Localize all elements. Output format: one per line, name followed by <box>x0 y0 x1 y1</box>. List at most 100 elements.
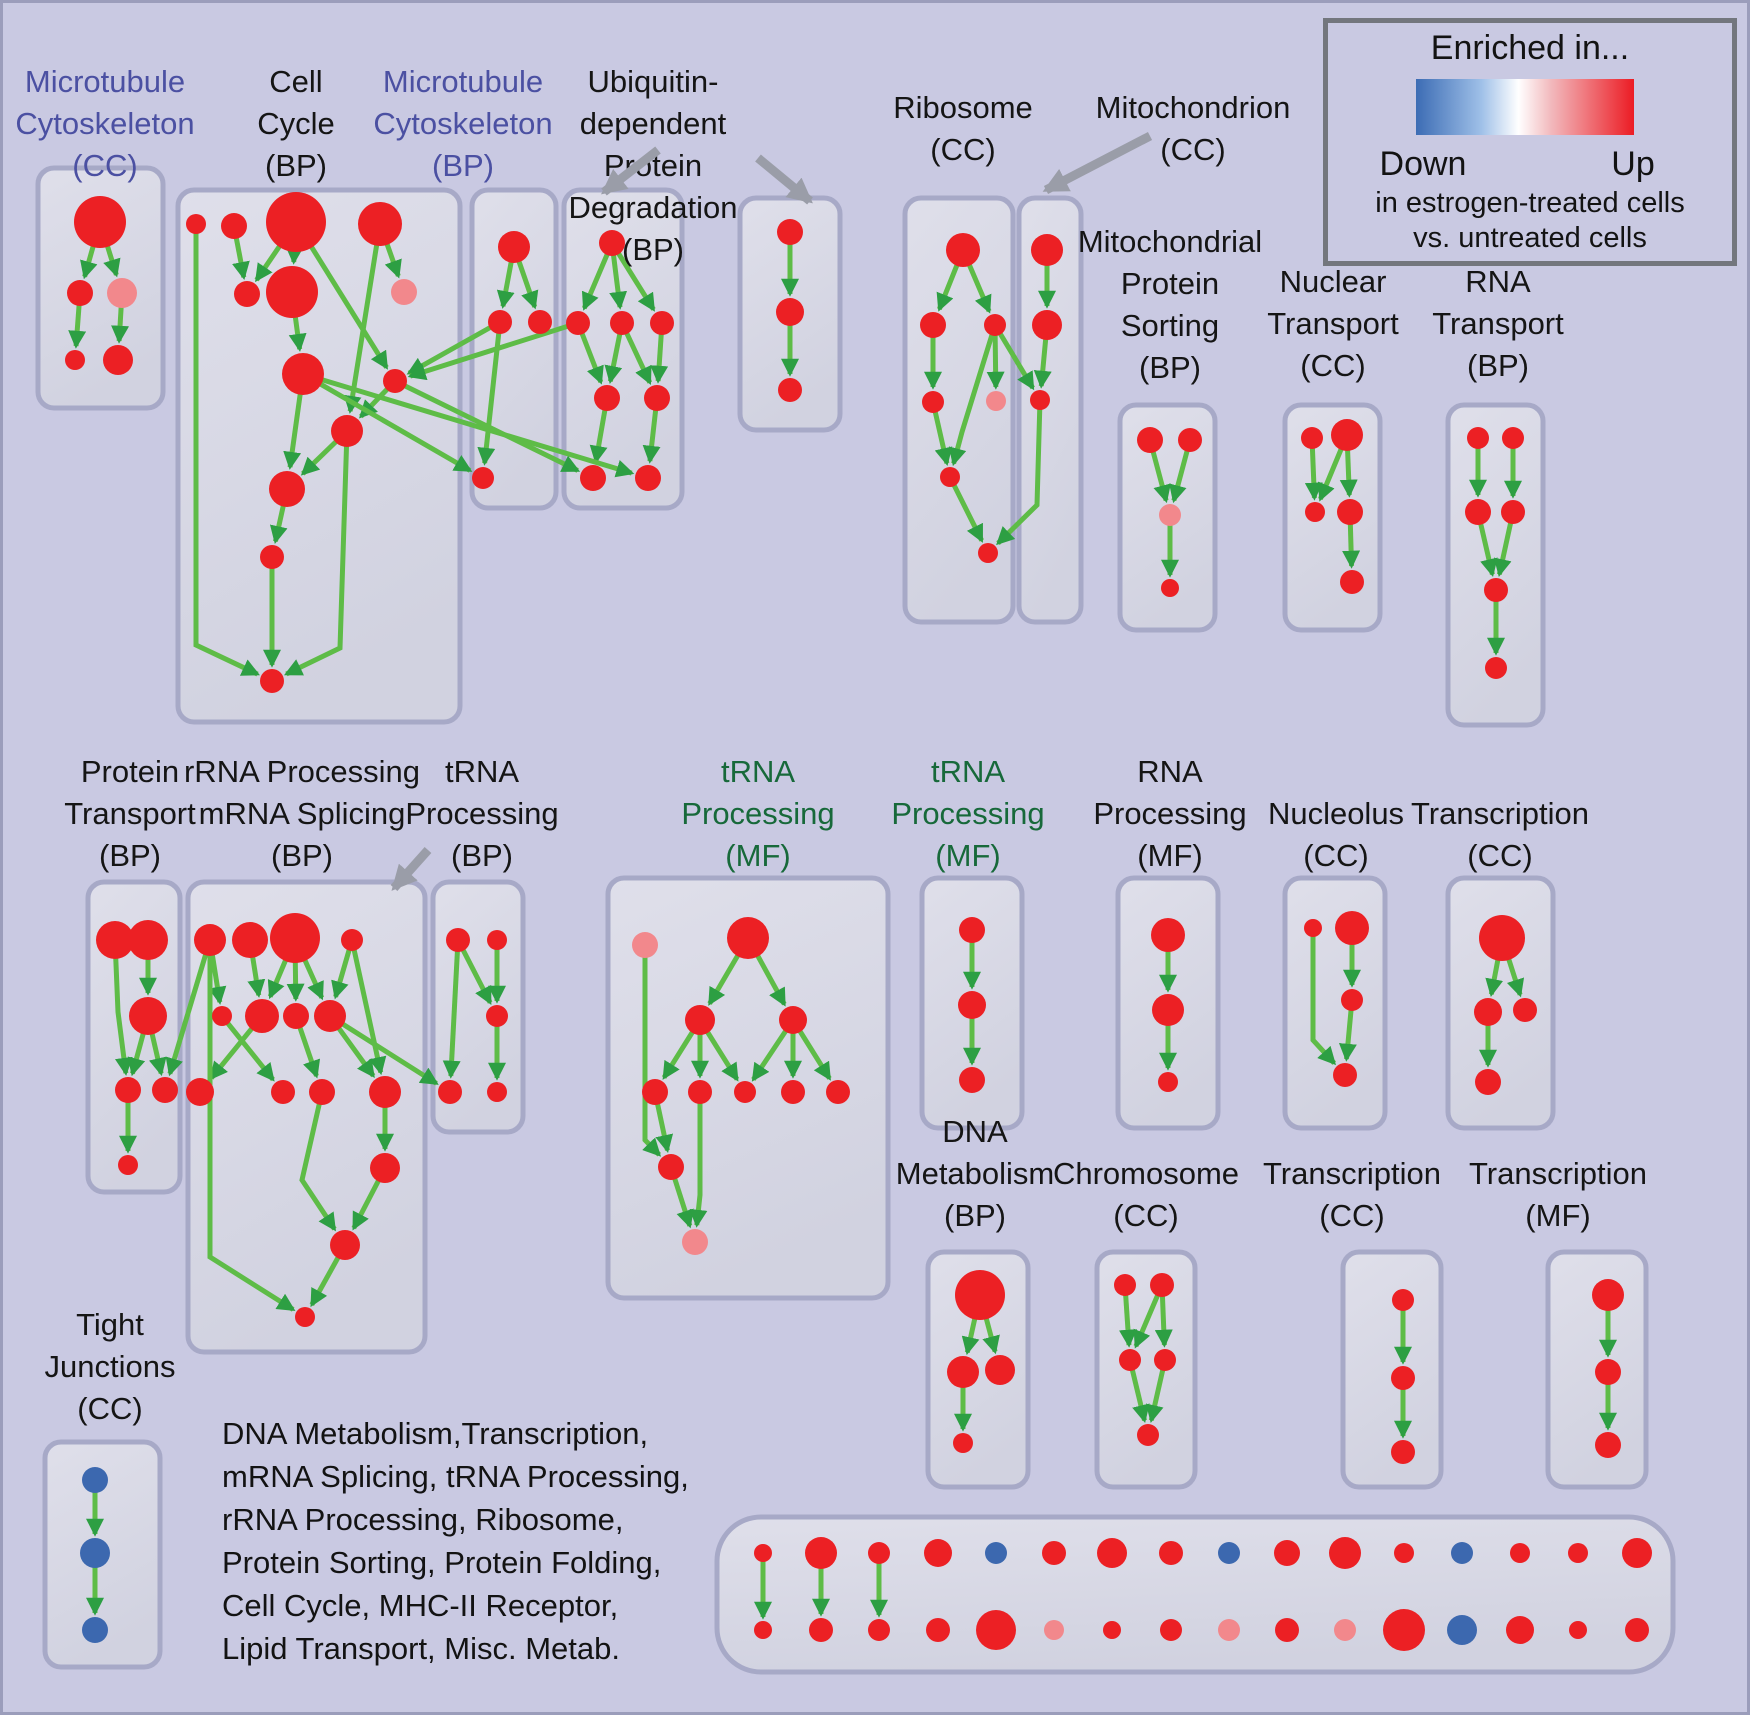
go-term-node <box>107 278 137 308</box>
go-term-node <box>1152 994 1184 1026</box>
go-term-node <box>369 1076 401 1108</box>
go-term-node <box>295 1307 315 1327</box>
go-term-node <box>1031 234 1063 266</box>
misc-text-line: mRNA Splicing, tRNA Processing, <box>222 1459 689 1494</box>
go-term-node <box>309 1079 335 1105</box>
go-term-node <box>953 1433 973 1453</box>
go-term-node <box>1335 911 1369 945</box>
label-pointer-arrow <box>755 154 813 205</box>
go-term-node <box>314 1000 346 1032</box>
go-category-box-mitochondrion <box>1016 195 1084 625</box>
go-term-node <box>926 1618 950 1642</box>
category-label-rna-transport-label: RNA Transport (BP) <box>1432 264 1564 383</box>
go-term-node <box>1501 500 1525 524</box>
legend-title: Enriched in... <box>1430 29 1630 67</box>
go-hierarchy-edge <box>947 475 984 543</box>
go-term-node <box>779 1006 807 1034</box>
go-term-node <box>330 1230 360 1260</box>
go-term-node <box>985 1542 1007 1564</box>
go-term-node <box>488 310 512 334</box>
go-term-node <box>128 920 168 960</box>
go-term-node <box>984 314 1006 336</box>
go-term-node <box>1479 915 1525 961</box>
go-term-node <box>1592 1279 1624 1311</box>
go-term-node <box>1625 1618 1649 1642</box>
go-term-node <box>194 924 226 956</box>
category-label-trna-bp-label: tRNA Processing (BP) <box>405 754 558 873</box>
go-term-node <box>599 230 625 256</box>
label-pointer-arrow <box>601 146 661 196</box>
go-term-node <box>1484 578 1508 602</box>
go-term-node <box>234 281 260 307</box>
label-pointer-arrow <box>390 846 432 892</box>
go-term-node <box>446 928 470 952</box>
category-label-mitochondrion-label: Mitochondrion (CC) <box>1096 90 1291 167</box>
go-term-node <box>118 1155 138 1175</box>
go-hierarchy-edge <box>407 320 579 381</box>
go-term-node <box>269 471 305 507</box>
category-label-chromosome-label: Chromosome (CC) <box>1053 1156 1239 1233</box>
go-term-node <box>947 1356 979 1388</box>
go-term-node <box>685 1005 715 1035</box>
go-term-node <box>976 1610 1016 1650</box>
category-label-microtubule-bp-label: Microtubule Cytoskeleton (BP) <box>373 64 552 183</box>
enrichment-gradient-bar <box>1416 79 1634 135</box>
category-label-transcription-cc-2-label: Transcription (CC) <box>1263 1156 1441 1233</box>
go-term-node <box>1151 918 1185 952</box>
go-hierarchy-edge <box>165 939 213 1077</box>
go-term-node <box>65 350 85 370</box>
misc-text-line: Cell Cycle, MHC-II Receptor, <box>222 1588 619 1623</box>
category-label-transcription-cc-1-label: Transcription (CC) <box>1411 796 1589 873</box>
go-term-node <box>1513 998 1537 1022</box>
go-term-node <box>566 311 590 335</box>
go-term-node <box>82 1617 108 1643</box>
go-term-node <box>1032 310 1062 340</box>
misc-text-line: Lipid Transport, Misc. Metab. <box>222 1631 620 1666</box>
go-term-node <box>644 385 670 411</box>
misc-categories-text: DNA Metabolism,Transcription, mRNA Splic… <box>222 1412 742 1670</box>
go-term-node <box>1622 1538 1652 1568</box>
go-term-node <box>1329 1537 1361 1569</box>
go-term-node <box>1333 1063 1357 1087</box>
go-term-node <box>920 312 946 338</box>
go-term-node <box>1097 1538 1127 1568</box>
go-term-node <box>1154 1349 1176 1371</box>
go-category-box-chromosome <box>1094 1249 1198 1490</box>
go-hierarchy-edge <box>207 940 296 1312</box>
category-label-mito-protein-sorting-label: Mitochondrial Protein Sorting (BP) <box>1078 224 1262 385</box>
go-term-node <box>868 1619 890 1641</box>
go-hierarchy-edge <box>283 430 350 677</box>
go-term-node <box>1383 1609 1425 1651</box>
go-term-node <box>1158 1072 1178 1092</box>
go-category-box-misc-panel <box>714 1514 1676 1675</box>
category-label-protein-transport-label: Protein Transport (BP) <box>64 754 196 873</box>
go-hierarchy-edge <box>343 223 383 414</box>
go-term-node <box>754 1544 772 1562</box>
go-term-node <box>682 1229 708 1255</box>
go-term-node <box>528 310 552 334</box>
go-term-node <box>985 1355 1015 1385</box>
go-term-node <box>115 1077 141 1103</box>
go-term-node <box>1394 1543 1414 1563</box>
legend-subtitle-1: in estrogen-treated cells <box>1375 187 1685 219</box>
go-hierarchy-edge <box>689 1092 708 1228</box>
go-term-node <box>1465 499 1491 525</box>
go-term-node <box>245 999 279 1033</box>
legend-up-label: Up <box>1611 145 1655 183</box>
go-term-node <box>1305 502 1325 522</box>
go-term-node <box>1391 1366 1415 1390</box>
go-term-node <box>1569 1621 1587 1639</box>
go-term-node <box>80 1538 110 1568</box>
go-term-node <box>341 929 363 951</box>
go-term-node <box>1304 919 1322 937</box>
go-term-node <box>1275 1618 1299 1642</box>
go-term-node <box>1103 1621 1121 1639</box>
category-label-dna-metabolism-label: DNA Metabolism (BP) <box>896 1114 1055 1233</box>
go-hierarchy-edge <box>301 371 473 473</box>
category-label-nucleolus-label: Nucleolus (CC) <box>1268 796 1404 873</box>
go-hierarchy-edge <box>996 399 1043 546</box>
go-term-node <box>487 1082 507 1102</box>
go-term-node <box>986 391 1006 411</box>
go-term-node <box>266 266 318 318</box>
